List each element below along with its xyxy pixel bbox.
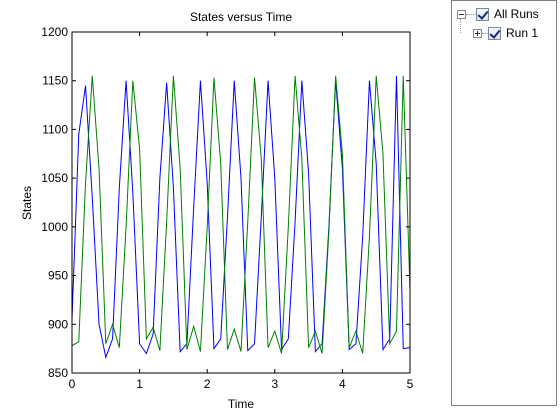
series-line-2 xyxy=(71,75,411,354)
x-tick-label: 4 xyxy=(339,377,346,391)
run-tree-panel[interactable]: All Runs Run 1 xyxy=(451,0,557,406)
y-tick-label: 1200 xyxy=(41,25,68,39)
tree-connector xyxy=(466,13,476,15)
x-tick-label: 3 xyxy=(271,377,278,391)
y-tick-label: 1000 xyxy=(41,220,68,234)
y-tick-label: 1100 xyxy=(42,122,68,136)
y-axis-label: States xyxy=(20,186,34,220)
all-runs-checkbox[interactable] xyxy=(476,7,489,21)
tree-item-run-1[interactable]: Run 1 xyxy=(473,25,538,41)
x-axis-label: Time xyxy=(228,397,255,411)
x-tick-label: 5 xyxy=(407,377,414,391)
y-tick-label: 900 xyxy=(48,317,68,331)
run-1-label: Run 1 xyxy=(506,26,539,40)
plot-area: States versus Time Time States 0 1 2 3 4 5 850… xyxy=(20,10,414,411)
states-versus-time-chart: States versus Time Time States 0 1 2 3 4 5 850… xyxy=(20,10,414,411)
x-tick-label: 1 xyxy=(136,377,143,391)
y-tick-label: 1050 xyxy=(41,171,68,185)
y-tick-label: 950 xyxy=(48,269,68,283)
y-tick-label: 1150 xyxy=(42,74,68,88)
all-runs-label: All Runs xyxy=(494,7,539,21)
collapse-icon[interactable] xyxy=(457,9,466,19)
x-tick-label: 0 xyxy=(69,377,76,391)
tick-layer: 0 1 2 3 4 5 850 900 950 1000 1050 1100 1150 1200 xyxy=(41,25,413,391)
y-tick-label: 850 xyxy=(48,366,68,380)
tree-connector-vertical xyxy=(460,19,461,33)
x-tick-label: 2 xyxy=(204,377,211,391)
expand-icon[interactable] xyxy=(473,28,482,38)
chart-title: States versus Time xyxy=(190,10,292,24)
tree-connector xyxy=(482,32,488,34)
series-layer xyxy=(71,75,411,360)
axes-box xyxy=(71,31,411,374)
tree-item-all-runs[interactable]: All Runs xyxy=(457,6,539,22)
run-1-checkbox[interactable] xyxy=(488,26,501,40)
series-line-1 xyxy=(71,75,411,360)
